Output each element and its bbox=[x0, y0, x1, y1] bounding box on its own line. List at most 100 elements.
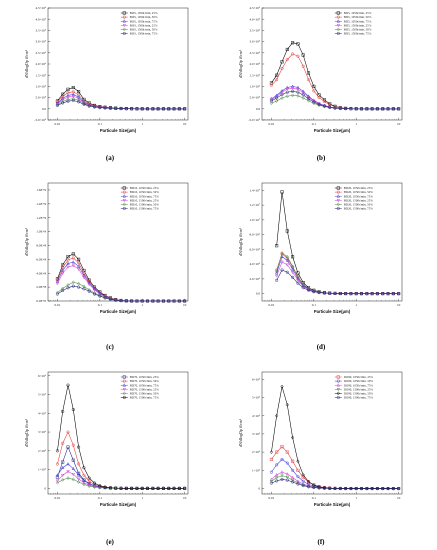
panel-label-f: (f) bbox=[318, 538, 326, 546]
data-point bbox=[370, 106, 374, 111]
legend-label: BD70, 1050r/min, 25% bbox=[130, 375, 159, 380]
y-tick-label: 4.0×10⁶ bbox=[35, 17, 47, 21]
data-point bbox=[296, 88, 300, 92]
y-axis-title: dN/dlogDp #/cm³ bbox=[238, 227, 243, 256]
legend-marker bbox=[122, 395, 126, 400]
y-tick-label: 4.0E+8 bbox=[36, 271, 46, 275]
data-point bbox=[167, 299, 171, 303]
data-point bbox=[167, 486, 171, 491]
data-point bbox=[140, 106, 144, 111]
data-point bbox=[370, 107, 374, 111]
data-point bbox=[391, 292, 395, 296]
x-axis-title: Particule Size(μm) bbox=[314, 309, 351, 314]
data-point bbox=[124, 107, 128, 111]
y-tick-label: 6×10⁶ bbox=[252, 377, 261, 381]
data-point bbox=[151, 106, 155, 111]
data-point bbox=[296, 54, 300, 58]
data-point bbox=[322, 100, 326, 104]
data-point bbox=[82, 287, 86, 291]
y-tick-label: 2.0×10⁶ bbox=[249, 277, 261, 281]
y-tick-label: 5.0×10⁵ bbox=[249, 96, 261, 100]
data-point bbox=[397, 106, 401, 111]
data-point bbox=[274, 274, 279, 278]
x-tick-label: 1 bbox=[355, 496, 357, 500]
panel-a: 0.01 0.1 1 10 -5.0×10⁵ 0.0 5.0×10⁵ 1.0×10⁶ 1.5×1… bbox=[24, 6, 189, 133]
data-point bbox=[285, 478, 289, 482]
x-axis-title: Particule Size(μm) bbox=[100, 309, 137, 314]
data-point bbox=[349, 106, 353, 111]
data-point bbox=[285, 258, 289, 262]
data-point bbox=[151, 299, 155, 303]
data-point bbox=[71, 252, 75, 256]
data-point bbox=[397, 107, 401, 111]
legend-label: DO90, 1050r/min, 25% bbox=[344, 375, 374, 380]
data-point bbox=[365, 291, 369, 296]
data-point bbox=[77, 93, 81, 97]
data-point bbox=[328, 486, 332, 490]
data-point bbox=[140, 486, 144, 491]
panel-d: 0.01 0.1 1 10 0.0 2.0×10⁶ 4.0×10⁶ 6.0×10⁶ 8.0×10… bbox=[238, 182, 403, 314]
data-point bbox=[55, 103, 59, 107]
data-point bbox=[135, 107, 139, 111]
legend-label: BD20, 1500r/min, 50% bbox=[344, 203, 373, 208]
data-point bbox=[177, 486, 181, 491]
data-point bbox=[103, 485, 107, 489]
data-point bbox=[269, 83, 273, 87]
panel-label-a: (a) bbox=[106, 154, 115, 162]
data-point bbox=[66, 255, 70, 259]
data-point bbox=[365, 487, 369, 491]
x-tick-label: 0.1 bbox=[312, 303, 317, 307]
data-point bbox=[291, 459, 295, 463]
data-point bbox=[306, 98, 311, 103]
data-point bbox=[124, 299, 128, 303]
data-point bbox=[145, 299, 150, 303]
y-tick-label: 6×10⁶ bbox=[38, 374, 47, 378]
data-point bbox=[338, 106, 342, 111]
data-point bbox=[124, 106, 128, 111]
y-tick-label: 1.6E+9 bbox=[36, 188, 46, 192]
data-point bbox=[391, 107, 395, 111]
legend-marker bbox=[336, 199, 340, 203]
data-point bbox=[285, 270, 289, 274]
y-tick-label: 3.0×10⁶ bbox=[249, 40, 261, 44]
data-point bbox=[135, 486, 139, 490]
data-point bbox=[145, 107, 150, 111]
data-point bbox=[381, 487, 385, 491]
data-point bbox=[275, 73, 279, 77]
data-point bbox=[296, 481, 300, 485]
data-point bbox=[60, 268, 65, 272]
data-point bbox=[61, 92, 65, 96]
data-point bbox=[296, 468, 300, 472]
legend-marker bbox=[336, 186, 340, 190]
data-point bbox=[156, 486, 160, 490]
data-point bbox=[269, 481, 273, 485]
data-point bbox=[71, 94, 75, 99]
data-point bbox=[156, 107, 160, 111]
data-point bbox=[167, 106, 171, 111]
legend-label: BOS, 1050r/min, 25% bbox=[130, 11, 158, 16]
legend-label: BD20, 1500r/min, 25% bbox=[344, 198, 373, 203]
y-tick-label: 4×10⁶ bbox=[38, 411, 47, 415]
data-point bbox=[285, 85, 289, 89]
data-point bbox=[140, 486, 144, 490]
data-point bbox=[296, 274, 300, 279]
data-point bbox=[291, 93, 295, 98]
x-tick-label: 0.01 bbox=[268, 122, 274, 126]
data-point bbox=[296, 85, 300, 89]
data-point bbox=[312, 290, 316, 294]
data-point bbox=[140, 299, 144, 303]
data-point bbox=[274, 472, 279, 477]
y-tick-label: 3.5×10⁶ bbox=[35, 29, 47, 33]
panel-label-b: (b) bbox=[317, 154, 326, 162]
data-point bbox=[82, 482, 86, 487]
legend-label: DO90, 1050r/min, 75% bbox=[344, 383, 374, 388]
y-tick-label: 2.0×10⁶ bbox=[35, 62, 47, 66]
data-point bbox=[391, 487, 395, 491]
data-point bbox=[296, 281, 300, 285]
data-point bbox=[130, 299, 134, 303]
x-axis-title: Particule Size(μm) bbox=[100, 502, 137, 507]
data-point bbox=[386, 107, 390, 111]
data-point bbox=[269, 101, 274, 106]
y-tick-label: 1.2×10⁷ bbox=[249, 203, 261, 207]
data-point bbox=[119, 486, 123, 491]
